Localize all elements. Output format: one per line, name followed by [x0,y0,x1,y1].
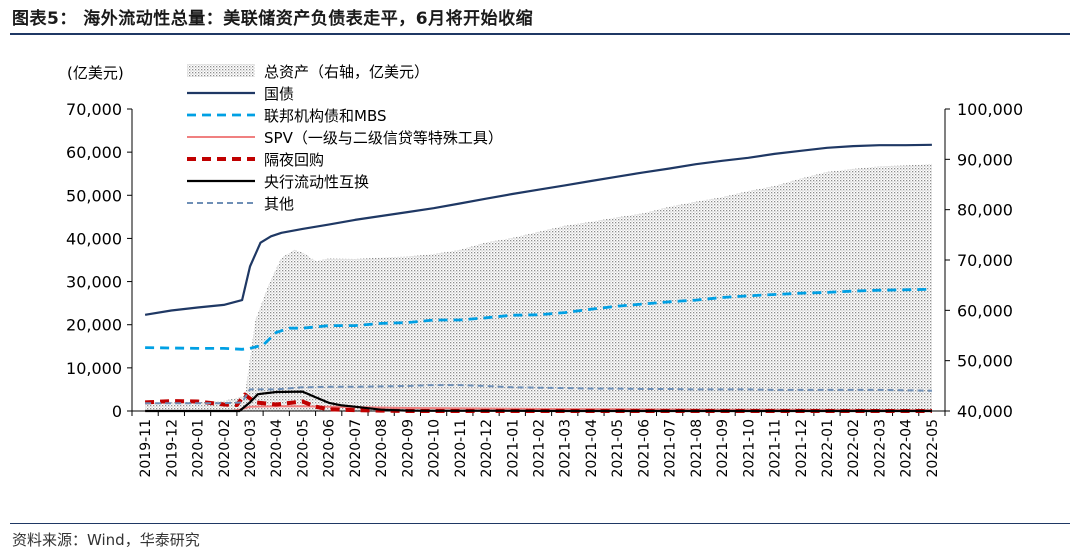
source-note: 资料来源：Wind，华泰研究 [12,531,200,549]
left-tick-label: 20,000 [66,316,122,335]
chart: 0 10,000 20,000 30,000 40,000 50,000 60,000 70,… [66,63,1023,478]
right-tick-label: 50,000 [957,352,1013,371]
x-tick-label: 2020-09 [400,419,416,478]
x-tick-label: 2019-12 [164,419,180,478]
x-tick-label: 2022-02 [846,419,862,478]
title-divider [10,33,1070,35]
footer-divider [10,523,1070,524]
series-line-treasuries [144,143,932,316]
x-tick-label: 2021-06 [636,419,652,478]
left-tick-label: 60,000 [66,143,122,162]
left-tick-label: 0 [112,402,122,421]
x-tick-label: 2022-03 [872,419,888,478]
x-tick-label: 2021-10 [741,419,757,478]
x-tick-label: 2021-07 [663,419,679,478]
legend-label: 联邦机构债和MBS [264,107,387,125]
right-tick-label: 60,000 [957,301,1013,320]
x-tick-label: 2020-05 [295,419,311,478]
legend-label: 央行流动性互换 [264,173,369,191]
legend-swatch-total-assets [187,64,255,77]
x-tick-label: 2021-05 [610,419,626,478]
legend-label: 隔夜回购 [264,151,324,169]
x-tick-label: 2020-01 [191,419,207,478]
series-area-total-assets [145,163,932,411]
series-line-agency-mbs [145,287,932,351]
x-tick-label: 2022-05 [925,419,941,478]
x-tick-label: 2020-02 [217,419,233,478]
x-tick-label: 2020-12 [479,419,495,478]
x-tick-label: 2020-10 [427,419,443,478]
x-tick-label: 2022-04 [899,419,915,478]
right-tick-label: 70,000 [957,251,1013,270]
x-tick-label: 2020-04 [269,419,285,478]
x-tick-label: 2021-01 [505,419,521,478]
legend-label: 总资产（右轴，亿美元） [264,63,429,81]
x-tick-label: 2020-08 [374,419,390,478]
x-tick-label: 2020-06 [322,419,338,478]
x-tick-label: 2020-03 [243,419,259,478]
left-tick-label: 50,000 [66,186,122,205]
x-tick-label: 2021-12 [794,419,810,478]
x-tick-label: 2021-11 [768,419,784,478]
left-axis-unit-label: (亿美元) [67,64,124,82]
legend-label: 其他 [264,195,294,213]
right-tick-label: 80,000 [957,201,1013,220]
right-tick-label: 100,000 [957,100,1023,119]
x-tick-label: 2021-08 [689,419,705,478]
x-tick-label: 2021-04 [584,419,600,478]
x-tick-label: 2021-09 [715,419,731,478]
series-line-overnight-repo [145,392,932,413]
right-tick-label: 40,000 [957,402,1013,421]
page-title: 图表5： 海外流动性总量：美联储资产负债表走平，6月将开始收缩 [12,9,534,29]
x-tick-label: 2021-02 [532,419,548,478]
right-tick-label: 90,000 [957,150,1013,169]
x-tick-label: 2020-07 [348,419,364,478]
x-tick-label: 2019-11 [138,419,154,478]
x-tick-label: 2020-11 [453,419,469,478]
left-tick-label: 70,000 [66,100,122,119]
legend-label: SPV（一级与二级信贷等特殊工具） [264,129,503,147]
legend-label: 国债 [264,85,294,103]
left-tick-label: 10,000 [66,359,122,378]
left-tick-label: 30,000 [66,273,122,292]
series-line-cb-swaps [145,390,932,413]
x-tick-label: 2021-03 [558,419,574,478]
left-tick-label: 40,000 [66,229,122,248]
x-tick-label: 2022-01 [820,419,836,478]
